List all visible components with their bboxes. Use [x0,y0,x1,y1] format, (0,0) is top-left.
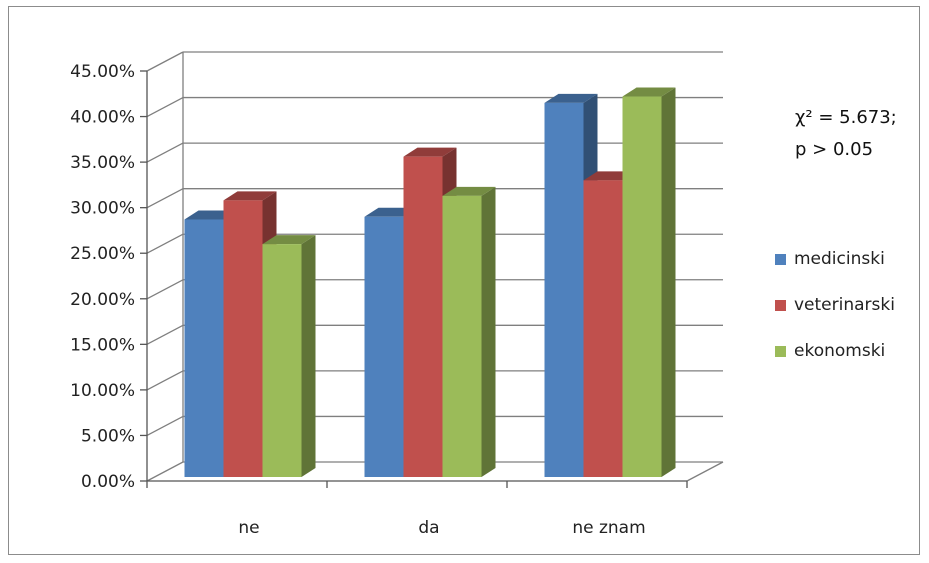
x-category-label: ne [238,518,259,538]
bar-top-veterinarski [403,147,457,157]
chi-square-annotation: χ² = 5.673; p > 0.05 [795,102,897,166]
bar-top-medicinski [544,93,598,103]
bar-top-ekonomski [442,186,496,196]
bar-medicinski-ne [184,219,224,477]
legend-item-veterinarski: veterinarski [775,282,895,328]
bar-veterinarski-ne-znam [583,180,623,478]
bar-top-ekonomski [622,87,676,97]
legend-swatch-veterinarski [775,299,786,311]
gridline-side [146,370,184,391]
gridline-side [146,233,184,254]
bar-ekonomski-ne [262,244,302,477]
gridline-side [146,324,184,345]
y-tick-label: 35.00% [70,153,135,173]
gridline-side [146,96,184,118]
gridline-side [146,415,184,437]
bar-veterinarski-da [403,156,443,477]
gridline-side [146,142,184,163]
legend-label-veterinarski: veterinarski [794,295,895,315]
y-tick-label: 30.00% [70,199,135,219]
bar-side-ekonomski [301,235,316,477]
bar-veterinarski-ne [223,200,263,477]
y-tick-label: 25.00% [70,244,135,264]
y-tick-label: 0.00% [81,472,135,492]
bar-ekonomski-da [442,195,482,478]
legend-label-ekonomski: ekonomski [794,341,886,361]
gridline-side [146,188,184,209]
y-tick-label: 40.00% [70,108,135,128]
y-tick-label: 20.00% [70,290,135,310]
bar-top-ekonomski [262,235,316,245]
y-tick-label: 5.00% [81,426,135,446]
annotation-line-1: χ² = 5.673; [795,107,897,128]
legend-item-medicinski: medicinski [775,236,895,282]
chart-frame: 0.00% 5.00% 10.00% 15.00% 20.00% 25.00% 30.00%… [8,6,920,555]
bar-chart-3d: 0.00% 5.00% 10.00% 15.00% 20.00% 25.00% 30.00%… [70,51,724,538]
annotation-line-2: p > 0.05 [795,139,874,160]
y-tick-label: 15.00% [70,335,135,355]
y-tick-label: 45.00% [70,62,135,82]
legend: medicinski veterinarski ekonomski [775,236,895,374]
bar-side-ekonomski [661,87,676,477]
x-category-label: da [418,518,439,538]
bar-medicinski-ne-znam [544,102,584,477]
bar-ekonomski-ne-znam [622,96,662,477]
gridline-side [146,461,184,482]
legend-swatch-ekonomski [775,345,786,357]
legend-item-ekonomski: ekonomski [775,328,895,374]
legend-swatch-medicinski [775,253,786,265]
floor-right-edge [686,461,724,482]
bar-medicinski-da [364,216,404,477]
legend-label-medicinski: medicinski [794,249,885,269]
y-tick-label: 10.00% [70,381,135,401]
bar-side-ekonomski [481,186,496,478]
bar-top-veterinarski [223,191,277,201]
gridline-side [146,279,184,300]
x-category-label: ne znam [572,518,645,538]
gridline-side [146,51,184,72]
